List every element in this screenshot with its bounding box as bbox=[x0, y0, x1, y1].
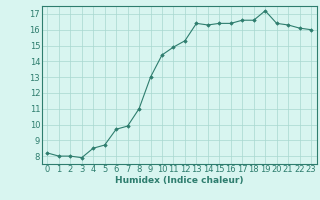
X-axis label: Humidex (Indice chaleur): Humidex (Indice chaleur) bbox=[115, 176, 244, 185]
